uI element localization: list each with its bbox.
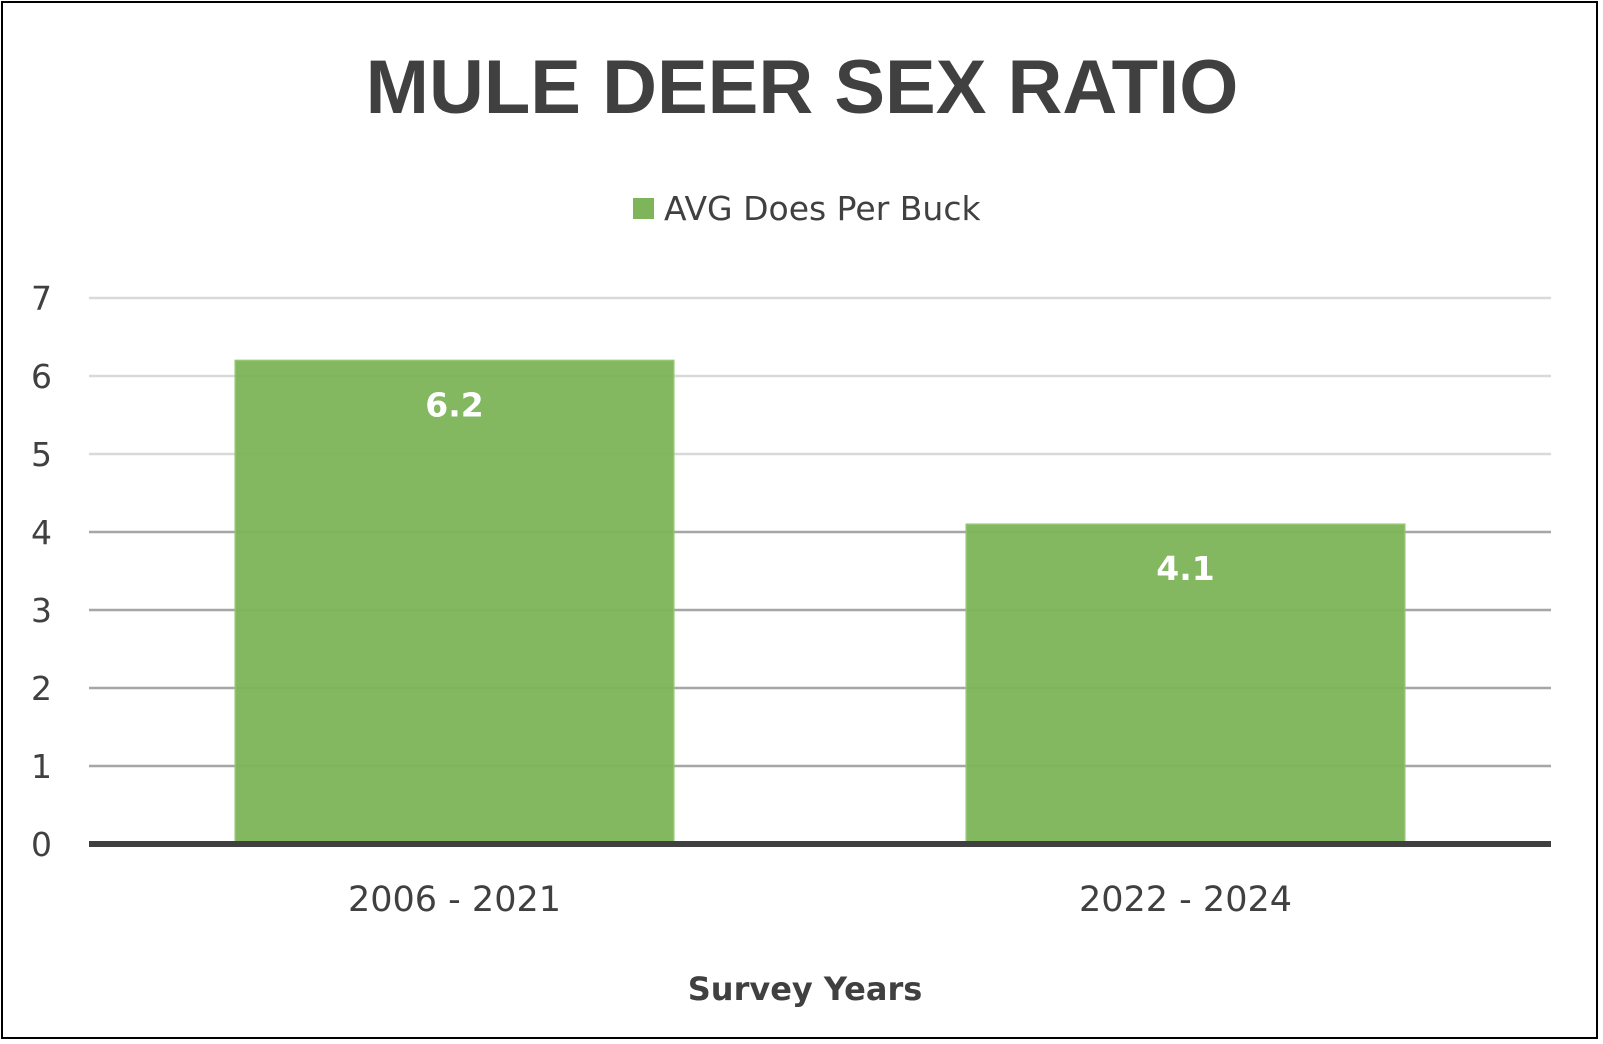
x-tick-label: 2022 - 2024	[1079, 880, 1292, 920]
y-tick-label: 6	[31, 357, 52, 396]
legend-label: AVG Does Per Buck	[664, 189, 981, 228]
x-axis-title: Survey Years	[688, 970, 923, 1008]
y-tick-label: 7	[31, 279, 52, 318]
bars	[234, 359, 1406, 845]
x-axis-ticks: 2006 - 2021 2022 - 2024	[348, 880, 1292, 920]
data-labels: 6.2 4.1	[425, 385, 1214, 588]
chart-title: MULE DEER SEX RATIO	[366, 45, 1239, 130]
y-tick-label: 2	[31, 669, 52, 708]
legend: AVG Does Per Buck	[633, 189, 981, 228]
y-tick-label: 1	[31, 747, 52, 786]
legend-swatch	[633, 198, 654, 219]
data-label: 6.2	[425, 385, 483, 424]
bar	[234, 359, 675, 845]
y-tick-label: 5	[31, 435, 52, 474]
x-tick-label: 2006 - 2021	[348, 880, 561, 920]
y-axis-ticks: 0 1 2 3 4 5 6 7	[31, 279, 52, 864]
bar	[965, 523, 1406, 845]
y-tick-label: 3	[31, 591, 52, 630]
y-tick-label: 0	[31, 825, 52, 864]
data-label: 4.1	[1156, 549, 1214, 588]
y-tick-label: 4	[31, 513, 52, 552]
